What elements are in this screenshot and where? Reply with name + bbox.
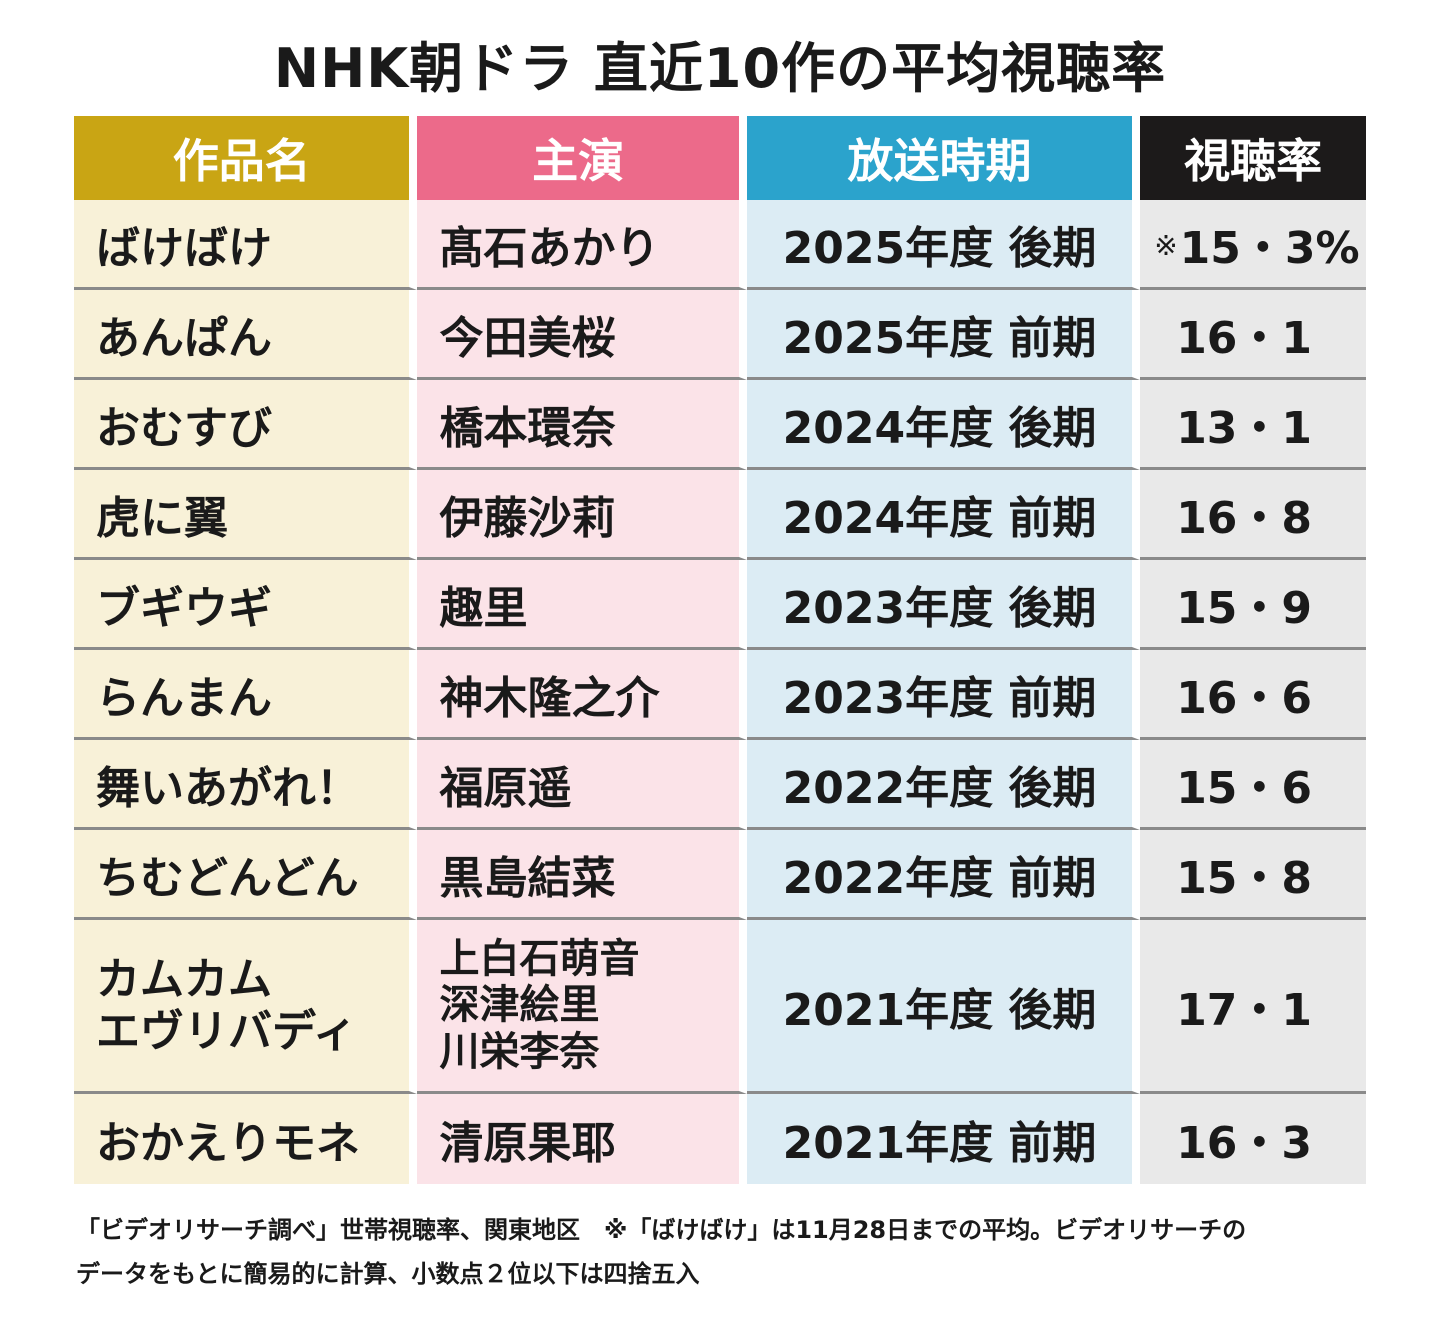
table-row: ブギウギ 趣里 2023年度 後期 15・9 bbox=[74, 560, 1366, 650]
cell-rating: 16・6 bbox=[1140, 650, 1366, 740]
cell-work-line: カムカム bbox=[96, 954, 272, 1006]
rating-value: 16・8 bbox=[1176, 492, 1313, 544]
cell-work: らんまん bbox=[74, 650, 418, 740]
rating-value: 17・1 bbox=[1176, 984, 1313, 1036]
cell-rating: 15・9 bbox=[1140, 560, 1366, 650]
table-row: あんぱん 今田美桜 2025年度 前期 16・1 bbox=[74, 290, 1366, 380]
cell-lead: 今田美桜 bbox=[417, 290, 747, 380]
rating-value: 15・6 bbox=[1176, 762, 1313, 814]
cell-work: カムカム エヴリバディ bbox=[74, 920, 418, 1094]
cell-rating: 16・8 bbox=[1140, 470, 1366, 560]
table-row: らんまん 神木隆之介 2023年度 前期 16・6 bbox=[74, 650, 1366, 740]
cell-rating: 13・1 bbox=[1140, 380, 1366, 470]
footnote-line-2: データをもとに簡易的に計算、小数点２位以下は四捨五入 bbox=[76, 1260, 700, 1288]
cell-rating: 16・1 bbox=[1140, 290, 1366, 380]
table-row: 舞いあがれ！ 福原遥 2022年度 後期 15・6 bbox=[74, 740, 1366, 830]
cell-work: ちむどんどん bbox=[74, 830, 418, 920]
cell-lead: 趣里 bbox=[417, 560, 747, 650]
cell-rating: 15・8 bbox=[1140, 830, 1366, 920]
cell-lead: 神木隆之介 bbox=[417, 650, 747, 740]
cell-period: 2025年度 前期 bbox=[746, 290, 1141, 380]
table-row: おかえりモネ 清原果耶 2021年度 前期 16・3 bbox=[74, 1094, 1366, 1184]
cell-period: 2022年度 前期 bbox=[746, 830, 1141, 920]
cell-work: おかえりモネ bbox=[74, 1094, 418, 1184]
cell-lead: 黒島結菜 bbox=[417, 830, 747, 920]
rating-value: 16・1 bbox=[1176, 312, 1313, 364]
header-period: 放送時期 bbox=[746, 116, 1141, 200]
cell-lead-line: 深津絵里 bbox=[439, 982, 600, 1029]
cell-work: あんぱん bbox=[74, 290, 418, 380]
cell-work: 舞いあがれ！ bbox=[74, 740, 418, 830]
table-body: ばけばけ 髙石あかり 2025年度 後期 ※15・3% あんぱん 今田美桜 2025年度 前… bbox=[74, 200, 1366, 1184]
cell-work: ばけばけ bbox=[74, 200, 418, 290]
table-row: ちむどんどん 黒島結菜 2022年度 前期 15・8 bbox=[74, 830, 1366, 920]
cell-period: 2024年度 後期 bbox=[746, 380, 1141, 470]
footnote: 「ビデオリサーチ調べ」世帯視聴率、関東地区 ※「ばけばけ」は11月28日までの平… bbox=[76, 1208, 1366, 1296]
cell-period: 2023年度 前期 bbox=[746, 650, 1141, 740]
rating-value: 16・3 bbox=[1176, 1118, 1313, 1169]
rating-value: 13・1 bbox=[1176, 402, 1313, 454]
cell-work-line: エヴリバディ bbox=[96, 1005, 357, 1057]
chart-title: NHK朝ドラ 直近10作の平均視聴率 bbox=[273, 37, 1167, 100]
footnote-line-1: 「ビデオリサーチ調べ」世帯視聴率、関東地区 ※「ばけばけ」は11月28日までの平… bbox=[76, 1216, 1247, 1244]
cell-lead: 橋本環奈 bbox=[417, 380, 747, 470]
table-row: 虎に翼 伊藤沙莉 2024年度 前期 16・8 bbox=[74, 470, 1366, 560]
cell-rating: 16・3 bbox=[1140, 1094, 1366, 1184]
cell-lead: 伊藤沙莉 bbox=[417, 470, 747, 560]
header-rating: 視聴率 bbox=[1140, 116, 1366, 200]
cell-work: ブギウギ bbox=[74, 560, 418, 650]
cell-period: 2021年度 後期 bbox=[746, 920, 1141, 1094]
cell-lead: 髙石あかり bbox=[417, 200, 747, 290]
cell-period: 2024年度 前期 bbox=[746, 470, 1141, 560]
table-row: おむすび 橋本環奈 2024年度 後期 13・1 bbox=[74, 380, 1366, 470]
rating-value: 15・3% bbox=[1179, 222, 1360, 274]
cell-lead: 福原遥 bbox=[417, 740, 747, 830]
header-work: 作品名 bbox=[74, 116, 418, 200]
ratings-table: 作品名 主演 放送時期 視聴率 ばけばけ 髙石あかり 2025年度 後期 ※15・3%… bbox=[74, 116, 1366, 1184]
rating-value: 15・9 bbox=[1176, 582, 1313, 634]
cell-rating: ※15・3% bbox=[1140, 200, 1366, 290]
cell-lead: 清原果耶 bbox=[417, 1094, 747, 1184]
table-row: カムカム エヴリバディ 上白石萌音 深津絵里 川栄李奈 2021年度 後期 17・1 bbox=[74, 920, 1366, 1094]
cell-period: 2021年度 前期 bbox=[746, 1094, 1141, 1184]
cell-work: 虎に翼 bbox=[74, 470, 418, 560]
header-row: 作品名 主演 放送時期 視聴率 bbox=[74, 116, 1366, 200]
rating-note-mark: ※ bbox=[1154, 228, 1178, 262]
cell-period: 2023年度 後期 bbox=[746, 560, 1141, 650]
cell-work: おむすび bbox=[74, 380, 418, 470]
cell-rating: 15・6 bbox=[1140, 740, 1366, 830]
cell-period: 2022年度 後期 bbox=[746, 740, 1141, 830]
cell-period: 2025年度 後期 bbox=[746, 200, 1141, 290]
cell-rating: 17・1 bbox=[1140, 920, 1366, 1094]
cell-lead: 上白石萌音 深津絵里 川栄李奈 bbox=[417, 920, 747, 1094]
cell-lead-line: 上白石萌音 bbox=[439, 935, 640, 982]
header-lead: 主演 bbox=[417, 116, 747, 200]
rating-value: 16・6 bbox=[1176, 672, 1313, 724]
table-row: ばけばけ 髙石あかり 2025年度 後期 ※15・3% bbox=[74, 200, 1366, 290]
rating-value: 15・8 bbox=[1176, 852, 1313, 904]
cell-lead-line: 川栄李奈 bbox=[439, 1028, 600, 1075]
